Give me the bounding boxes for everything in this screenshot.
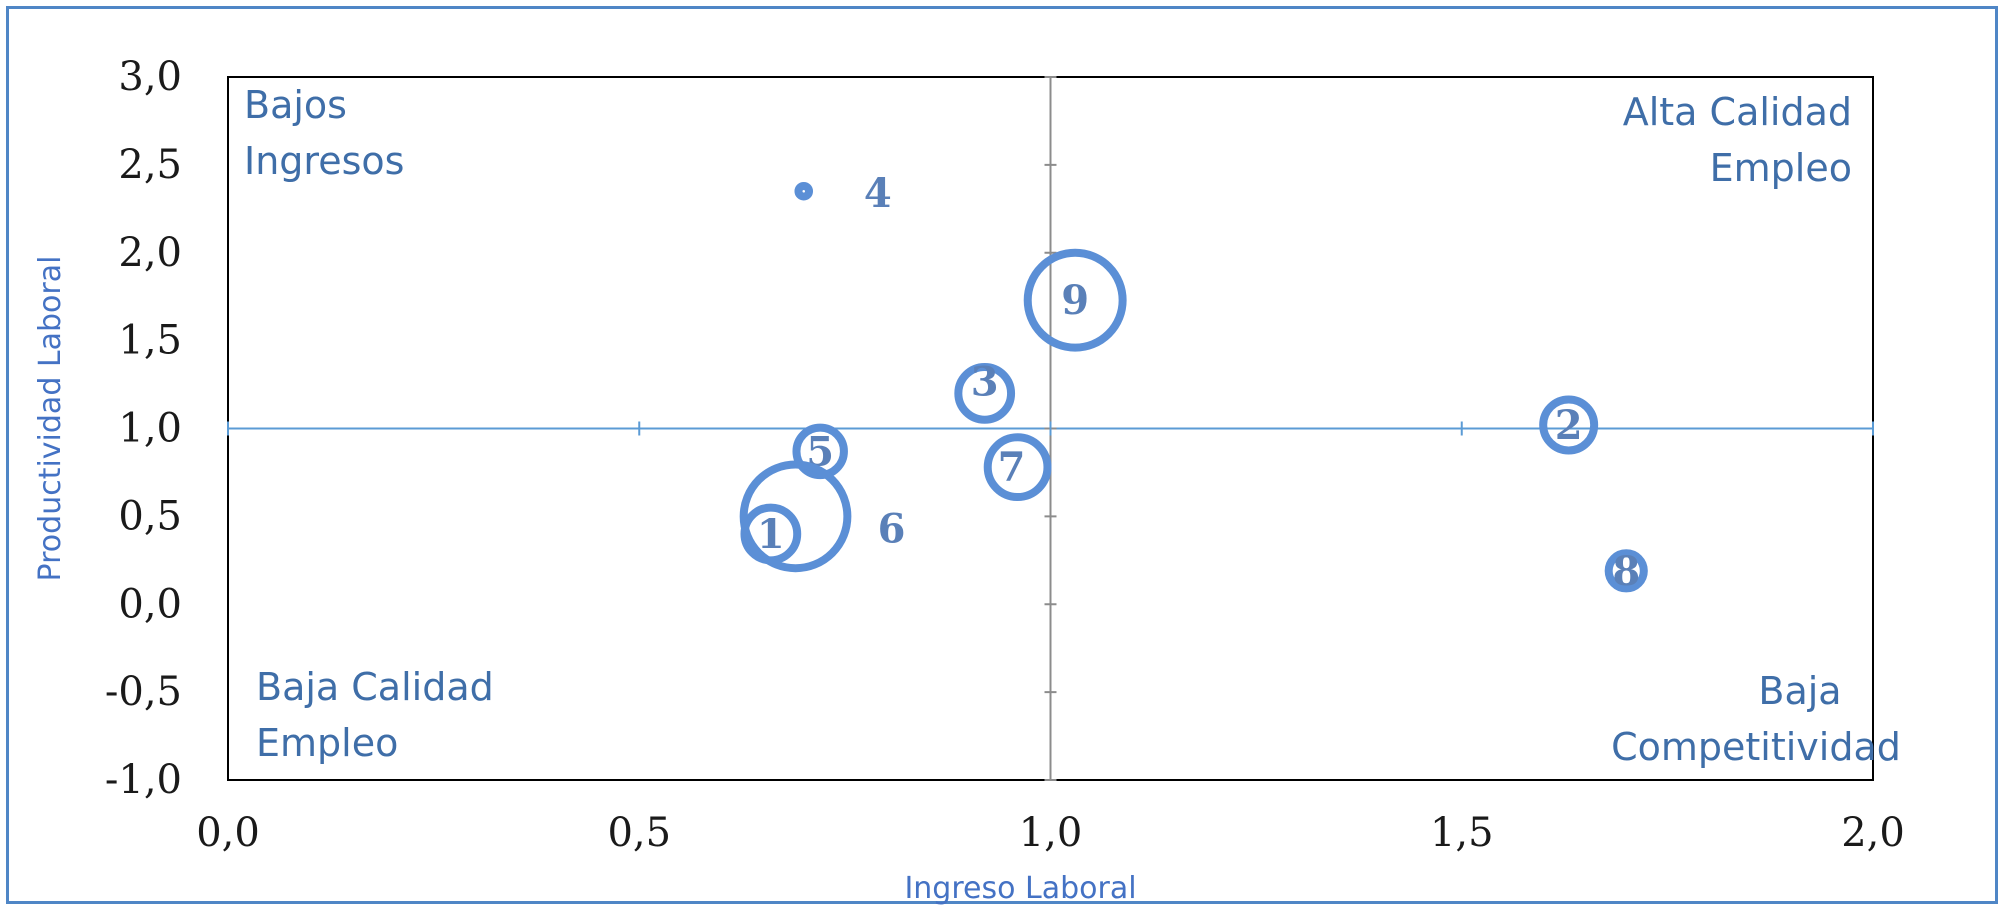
bubble-9 [1023, 248, 1127, 352]
y-tick-label: 1,5 [118, 318, 182, 364]
bubble-label-3: 3 [971, 358, 999, 405]
y-tick-label: 1,0 [118, 406, 182, 452]
x-tick-label: 0,0 [196, 810, 260, 856]
quadrant-label-bottom-left: Empleo [256, 721, 398, 765]
y-tick-label: 3,0 [118, 54, 182, 100]
x-tick-label: 2,0 [1841, 810, 1905, 856]
bubble-label-2: 2 [1555, 402, 1583, 449]
bubble-label-7: 7 [998, 444, 1026, 491]
x-axis-title: Ingreso Laboral [904, 871, 1136, 906]
bubble-7 [983, 433, 1052, 502]
y-tick-label: -0,5 [105, 669, 182, 715]
bubble-2 [1539, 395, 1599, 455]
quadrant-label-bottom-right: Baja [1758, 669, 1841, 713]
y-axis-title: Productividad Laboral [33, 256, 68, 582]
quadrant-label-bottom-right: Competitividad [1611, 725, 1901, 769]
bubble-4 [794, 181, 814, 201]
x-tick-label: 0,5 [607, 810, 671, 856]
bubble-label-6: 6 [878, 505, 906, 552]
chart-frame [6, 6, 1998, 904]
quadrant-label-top-right: Alta Calidad [1623, 90, 1852, 134]
quadrant-label-top-left: Ingresos [244, 139, 404, 183]
y-tick-label: 2,5 [118, 142, 182, 188]
y-axis-tick-labels: 3,0 2,5 2,0 1,5 1,0 0,5 0,0 -0,5 -1,0 [105, 54, 182, 803]
y-tick-label: -1,0 [105, 757, 182, 803]
x-axis-tick-labels: 0,0 0,5 1,0 1,5 2,0 [196, 810, 1905, 856]
quadrant-labels: Bajos Ingresos Alta Calidad Empleo Baja Cali… [244, 83, 1901, 769]
bubble-3 [954, 362, 1016, 424]
bubble-8 [1604, 549, 1648, 593]
x-tick-label: 1,0 [1019, 810, 1083, 856]
bubble-6 [739, 460, 852, 573]
y-tick-label: 0,0 [118, 581, 182, 627]
quadrant-label-top-left: Bajos [244, 83, 347, 127]
quadrant-label-bottom-left: Baja Calidad [256, 665, 494, 709]
bubble-label-4: 4 [864, 170, 892, 217]
y-tick-label: 0,5 [118, 493, 182, 539]
y-tick-label: 2,0 [118, 230, 182, 276]
quadrant-label-top-right: Empleo [1710, 146, 1852, 190]
bubble-label-9: 9 [1061, 277, 1089, 324]
bubble-label-8: 8 [1612, 548, 1640, 595]
x-tick-label: 1,5 [1430, 810, 1494, 856]
